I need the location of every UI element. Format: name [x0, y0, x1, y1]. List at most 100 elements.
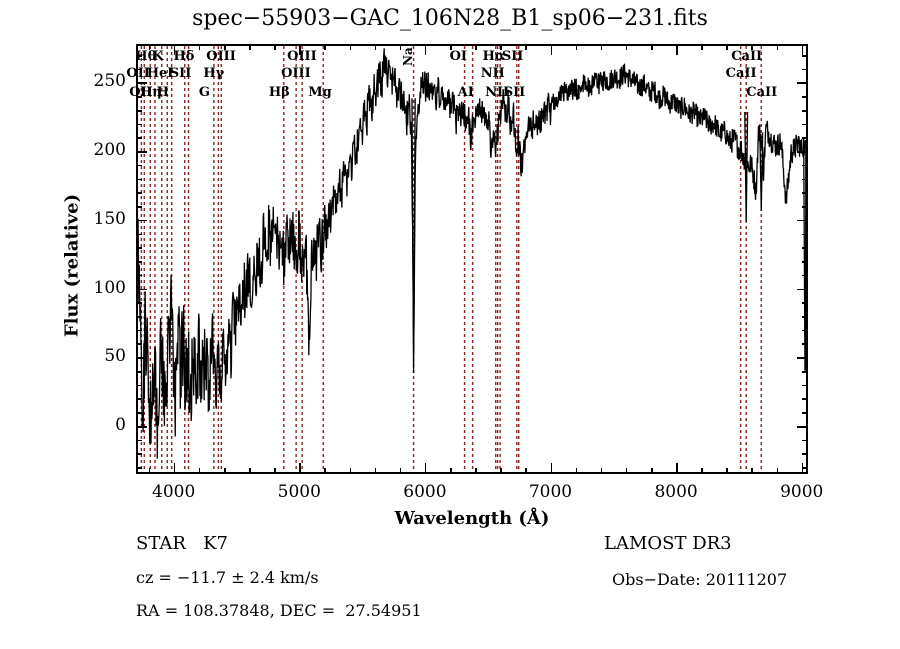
- axis-tick: [802, 302, 808, 304]
- axis-tick: [249, 44, 251, 50]
- axis-tick: [802, 247, 808, 249]
- axis-tick: [650, 44, 653, 50]
- spectrum-path: [138, 48, 806, 459]
- axis-tick: [802, 96, 808, 98]
- axis-tick: [136, 68, 142, 71]
- spectral-line-label: CaII: [731, 49, 763, 64]
- axis-tick: [198, 468, 201, 474]
- axis-tick: [801, 44, 804, 55]
- spectral-line-label: OIII: [287, 49, 317, 64]
- axis-tick: [600, 44, 603, 50]
- y-tick-label: 50: [104, 346, 126, 367]
- spectral-line-label: Hβ: [268, 85, 290, 100]
- axis-tick: [450, 44, 452, 50]
- axis-tick: [802, 384, 808, 387]
- axis-tick: [349, 44, 352, 50]
- axis-tick: [751, 44, 754, 50]
- spectral-line-label: NII: [480, 66, 505, 81]
- spectral-line-label: CaII: [725, 66, 757, 81]
- axis-tick: [173, 44, 176, 55]
- axis-tick: [148, 44, 151, 50]
- x-tick-label: 8000: [654, 482, 698, 502]
- axis-tick: [223, 44, 226, 50]
- spectral-line-label: Na: [400, 47, 415, 66]
- page-title: spec−55903−GAC_106N28_B1_sp06−231.fits: [192, 6, 708, 31]
- axis-tick: [726, 468, 728, 474]
- spectral-line-label: Hη: [139, 85, 162, 100]
- axis-tick: [802, 233, 808, 236]
- axis-tick: [802, 343, 808, 346]
- x-tick-label: 5000: [277, 482, 321, 502]
- axis-tick: [136, 274, 142, 277]
- axis-tick: [136, 233, 142, 236]
- axis-tick: [136, 439, 142, 442]
- absorption-spike: [744, 111, 749, 222]
- axis-tick: [374, 468, 377, 474]
- axis-tick: [136, 109, 142, 112]
- axis-tick: [136, 467, 142, 469]
- axis-tick: [802, 123, 808, 126]
- spectral-line-label: Hα: [482, 49, 505, 64]
- spectral-line-label: HeI: [146, 66, 174, 81]
- spectral-line-label: H: [156, 85, 169, 100]
- x-tick-label: 9000: [780, 482, 824, 502]
- axis-tick: [424, 44, 427, 55]
- axis-tick: [575, 468, 578, 474]
- plot-area: [136, 44, 808, 474]
- spectral-line-label: G: [198, 85, 210, 100]
- axis-tick: [136, 412, 142, 414]
- spectral-line-label: K: [152, 49, 164, 64]
- axis-tick: [797, 425, 808, 428]
- x-tick-label: 7000: [528, 482, 573, 502]
- axis-tick: [136, 178, 142, 181]
- axis-tick: [136, 302, 142, 304]
- axis-tick: [797, 219, 808, 222]
- spectral-line-label: Hδ: [173, 49, 195, 64]
- axis-tick: [802, 370, 808, 373]
- y-tick-label: 100: [93, 277, 126, 298]
- spectral-line-label: SII: [169, 66, 192, 81]
- axis-tick: [450, 468, 452, 474]
- axis-tick: [136, 54, 142, 57]
- axis-tick: [136, 288, 147, 291]
- axis-tick: [136, 247, 142, 249]
- axis-tick: [475, 44, 477, 50]
- axis-tick: [136, 261, 142, 263]
- axis-tick: [136, 96, 142, 98]
- object-type-label: STAR K7: [136, 533, 228, 554]
- axis-tick: [148, 468, 151, 474]
- axis-tick: [676, 44, 678, 55]
- axis-tick: [797, 357, 808, 359]
- axis-tick: [249, 468, 251, 474]
- spectral-line-label: NII: [485, 85, 510, 100]
- axis-tick: [802, 453, 808, 455]
- axis-tick: [701, 44, 703, 50]
- axis-tick: [500, 44, 502, 50]
- observation-date-label: Obs−Date: 20111207: [612, 570, 788, 589]
- x-tick-label: 6000: [403, 482, 447, 502]
- axis-tick: [136, 206, 142, 208]
- axis-tick: [136, 316, 142, 318]
- axis-tick: [802, 109, 808, 112]
- axis-tick: [776, 468, 779, 474]
- axis-tick: [802, 467, 808, 469]
- axis-tick: [299, 44, 301, 55]
- axis-tick: [776, 44, 779, 50]
- axis-tick: [802, 412, 808, 414]
- axis-tick: [797, 82, 808, 85]
- axis-tick: [802, 261, 808, 263]
- axis-tick: [802, 274, 808, 277]
- absorption-spike: [759, 132, 764, 211]
- axis-tick: [136, 151, 147, 153]
- survey-label: LAMOST DR3: [604, 533, 732, 554]
- axis-tick: [324, 468, 326, 474]
- axis-tick: [650, 468, 653, 474]
- axis-tick: [802, 398, 808, 401]
- axis-tick: [726, 44, 728, 50]
- axis-tick: [136, 398, 142, 401]
- spectrum-trace: [138, 48, 806, 459]
- axis-tick: [802, 178, 808, 181]
- axis-tick: [136, 219, 147, 222]
- axis-tick: [136, 343, 142, 346]
